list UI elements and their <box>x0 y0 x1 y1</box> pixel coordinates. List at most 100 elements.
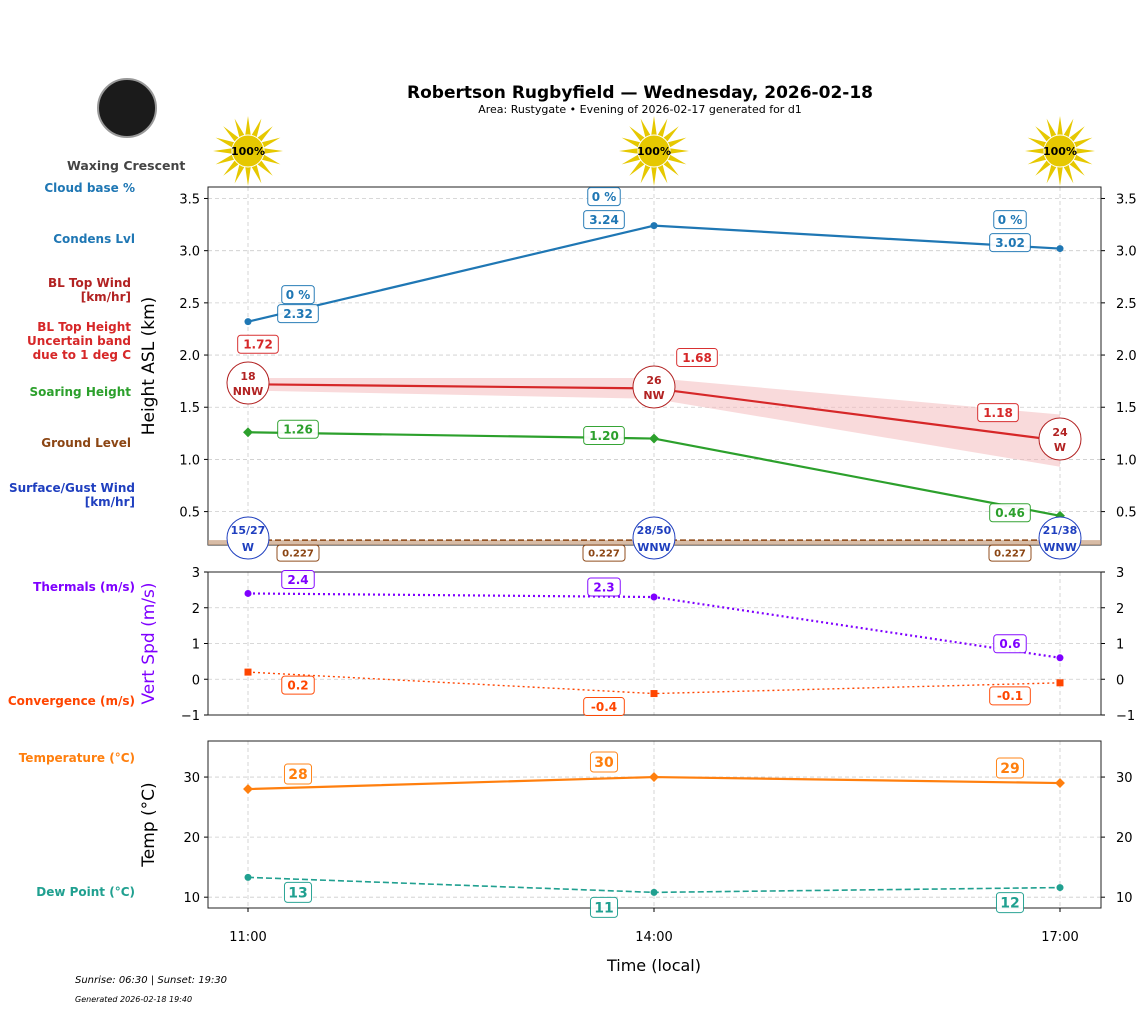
y-tick-label: 3.5 <box>179 192 200 207</box>
temperature-label: 28 <box>288 767 307 783</box>
convergence-label-box <box>989 686 1031 706</box>
condens-label-box <box>583 210 625 230</box>
ground-level-label: 0.227 <box>994 549 1026 560</box>
cloud-base-label-box <box>587 187 621 207</box>
y-tick-label: 0 <box>192 673 200 688</box>
y-tick-label-right: 3.5 <box>1116 192 1137 207</box>
convergence-label: -0.1 <box>997 689 1023 703</box>
y-tick-label-right: 2.0 <box>1116 349 1137 364</box>
x-axis-label: Time (local) <box>606 956 701 975</box>
sun-disc <box>1043 134 1077 168</box>
thermals-label-box <box>587 577 621 597</box>
cloud-base-label: 0 % <box>592 190 617 204</box>
y-tick-label-right: 10 <box>1116 891 1133 906</box>
convergence-point <box>650 690 658 698</box>
convergence-label: -0.4 <box>591 700 617 714</box>
bl-uncertainty-band <box>248 378 1060 467</box>
y-tick-label: 0.5 <box>179 506 200 521</box>
convergence-label-box <box>583 697 625 717</box>
label-ground: Ground Level <box>41 436 131 450</box>
y-tick-label-right: 20 <box>1116 831 1133 846</box>
convergence-point <box>1056 679 1064 687</box>
x-tick-label: 14:00 <box>635 930 672 945</box>
surface-wind-direction: WNW <box>637 541 670 554</box>
temperature-label-box <box>995 757 1025 779</box>
sun-times: Sunrise: 06:30 | Sunset: 19:30 <box>75 975 228 986</box>
y-tick-label: 2.0 <box>179 349 200 364</box>
soaring-point <box>649 433 659 444</box>
y-tick-label-right: 3.0 <box>1116 245 1137 260</box>
label-thermals: Thermals (m/s) <box>33 580 135 594</box>
y-tick-label-right: 1 <box>1116 638 1124 653</box>
condens-point <box>1056 245 1064 253</box>
thermals-label-box <box>281 569 315 589</box>
y-tick-label-right: 3 <box>1116 566 1124 581</box>
dewpoint-label-box <box>283 881 313 903</box>
label-soaring: Soaring Height <box>29 385 132 399</box>
condens-label-box <box>989 233 1031 253</box>
y-axis-label: Vert Spd (m/s) <box>139 582 159 704</box>
soaring-height-label-box <box>989 503 1031 523</box>
bl-wind-speed: 26 <box>646 374 662 387</box>
thermals-label: 0.6 <box>999 637 1020 651</box>
convergence-label: 0.2 <box>287 678 308 692</box>
bl-top-height-label: 1.18 <box>983 406 1013 420</box>
y-tick-label-right: 0.5 <box>1116 506 1137 521</box>
bl-top-height-label: 1.72 <box>243 338 273 352</box>
bl-wind-barb-icon <box>1038 417 1082 461</box>
condens-point <box>650 222 658 230</box>
bl-wind-direction: W <box>1054 441 1066 454</box>
moon-icon <box>97 78 157 138</box>
y-tick-label: 20 <box>183 831 200 846</box>
y-tick-label-right: 30 <box>1116 771 1133 786</box>
y-tick-label: 10 <box>183 891 200 906</box>
thermals-point <box>650 593 658 601</box>
sun-disc <box>637 134 671 168</box>
dewpoint-point <box>244 873 252 881</box>
moon-phase-label: Waxing Crescent <box>67 158 186 173</box>
surface-wind-speed: 15/27 <box>231 524 266 537</box>
cloud-base-label: 0 % <box>286 288 311 302</box>
ground-level-label-box <box>988 544 1032 562</box>
y-tick-label: 2 <box>192 602 200 617</box>
temperature-point <box>1055 778 1065 789</box>
y-tick-label-right: 1.5 <box>1116 401 1137 416</box>
surface-wind-direction: W <box>242 541 254 554</box>
y-tick-label-right: 2 <box>1116 602 1124 617</box>
soaring-height-label: 1.26 <box>283 423 313 437</box>
sun-disc <box>231 134 265 168</box>
label-surface-wind: Surface/Gust Wind [km/hr] <box>9 481 135 509</box>
cloud-base-label-box <box>281 285 315 305</box>
bl-wind-speed: 18 <box>240 370 255 383</box>
cloud-base-label: 0 % <box>998 213 1023 227</box>
condens-label: 3.02 <box>995 236 1025 250</box>
generated-time: Generated 2026-02-18 19:40 <box>75 995 193 1004</box>
ground-level-label-box <box>582 544 626 562</box>
dewpoint-label-box <box>589 896 619 918</box>
x-tick-label: 17:00 <box>1041 930 1078 945</box>
bl-top-height-label-box <box>676 347 718 367</box>
surface-wind-barb-icon <box>226 516 270 560</box>
dewpoint-label: 11 <box>594 900 613 916</box>
y-tick-label-right: −1 <box>1116 709 1135 724</box>
y-tick-label: 3 <box>192 566 200 581</box>
bl-wind-direction: NW <box>643 389 664 402</box>
temperature-point <box>243 784 253 795</box>
temperature-label-box <box>589 751 619 773</box>
label-dewpoint: Dew Point (°C) <box>36 885 135 899</box>
thermals-label: 2.4 <box>287 573 308 587</box>
condens-point <box>244 318 252 326</box>
chart-subtitle: Area: Rustygate • Evening of 2026-02-17 … <box>478 103 802 116</box>
dewpoint-point <box>1056 884 1064 892</box>
y-tick-label-right: 1.0 <box>1116 453 1137 468</box>
soaring-height-label-box <box>583 426 625 446</box>
bl-wind-direction: NNW <box>233 385 264 398</box>
bl-top-height-label: 1.68 <box>682 351 712 365</box>
surface-wind-speed: 28/50 <box>637 524 672 537</box>
y-tick-label: 30 <box>183 771 200 786</box>
condens-label: 3.24 <box>589 213 619 227</box>
temperature-label: 30 <box>594 755 614 771</box>
thermals-label: 2.3 <box>593 580 614 594</box>
sun-percent-label: 100% <box>231 145 265 158</box>
